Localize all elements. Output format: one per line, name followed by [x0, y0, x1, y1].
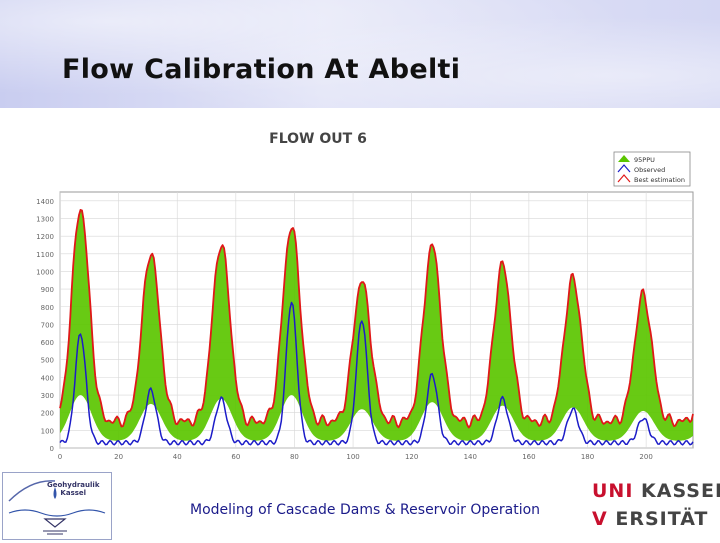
x-tick-label: 140	[464, 453, 477, 461]
legend-marker-band	[618, 155, 630, 162]
y-tick-label: 0	[50, 445, 54, 453]
v-red-text: V	[592, 508, 608, 530]
logo-line-2: Kassel	[60, 489, 87, 497]
ersitaet-gray-text: ERSITÄT	[615, 508, 709, 530]
y-tick-label: 1000	[36, 268, 54, 276]
uni-kassel-line-1: UNI KASSEL	[592, 480, 720, 502]
x-tick-label: 80	[290, 453, 299, 461]
flow-chart: FLOW OUT 6 0 100 200 300 400 500 600 700 800 900 1…	[18, 115, 698, 475]
logo-line-1: Geohydraulik	[47, 481, 100, 489]
x-tick-label: 180	[581, 453, 594, 461]
header-band	[0, 0, 720, 108]
water-drop-icon	[53, 487, 57, 499]
series-layer	[59, 209, 694, 446]
slide-title: Flow Calibration At Abelti	[62, 54, 461, 85]
y-tick-label: 1200	[36, 233, 54, 241]
y-tick-label: 1400	[36, 198, 54, 206]
x-tick-label: 120	[405, 453, 418, 461]
legend-label: Best estimation	[634, 176, 685, 184]
footer-band	[0, 470, 720, 540]
y-tick-label: 700	[41, 321, 54, 329]
y-tick-label: 800	[41, 304, 54, 312]
geohydraulik-logo: Geohydraulik Kassel	[2, 472, 112, 540]
y-tick-label: 100	[41, 427, 54, 435]
y-tick-label: 600	[41, 339, 54, 347]
footer-text: Modeling of Cascade Dams & Reservoir Ope…	[190, 502, 541, 518]
chart-svg: FLOW OUT 6 01002003004005006007008009001…	[36, 131, 694, 461]
ppu-band-area	[60, 209, 693, 441]
x-tick-label: 200	[639, 453, 652, 461]
y-tick-label: 500	[41, 357, 54, 365]
y-tick-label: 300	[41, 392, 54, 400]
legend-label: Observed	[634, 166, 665, 174]
y-tick-label: 1100	[36, 251, 54, 259]
x-tick-label: 0	[58, 453, 62, 461]
geohydraulik-logo-graphic	[8, 480, 106, 535]
axis-layer: 0100200300400500600700800900100011001200…	[36, 198, 653, 461]
y-tick-label: 900	[41, 286, 54, 294]
y-tick-label: 200	[41, 410, 54, 418]
x-tick-label: 60	[231, 453, 240, 461]
chart-legend: 95PPU Observed Best estimation	[613, 151, 691, 187]
x-tick-label: 20	[114, 453, 123, 461]
y-tick-label: 1300	[36, 215, 54, 223]
x-tick-label: 40	[173, 453, 182, 461]
legend-marker-red	[617, 174, 631, 183]
geohydraulik-logo-text: Geohydraulik Kassel	[47, 481, 99, 497]
uni-kassel-line-2: V ERSITÄT	[592, 508, 708, 530]
x-tick-label: 100	[346, 453, 359, 461]
observed-line	[59, 301, 694, 446]
water-level-icon	[43, 518, 67, 528]
legend-marker-observed	[617, 164, 631, 173]
y-tick-label: 400	[41, 374, 54, 382]
uni-red-text: UNI	[592, 480, 634, 502]
best-estimation-line	[59, 209, 694, 429]
uni-kassel-logo: UNI KASSEL V ERSITÄT	[592, 478, 720, 538]
chart-title: FLOW OUT 6	[269, 131, 367, 147]
kassel-gray-text: KASSEL	[641, 480, 720, 502]
legend-label: 95PPU	[634, 156, 655, 164]
x-tick-label: 160	[522, 453, 535, 461]
